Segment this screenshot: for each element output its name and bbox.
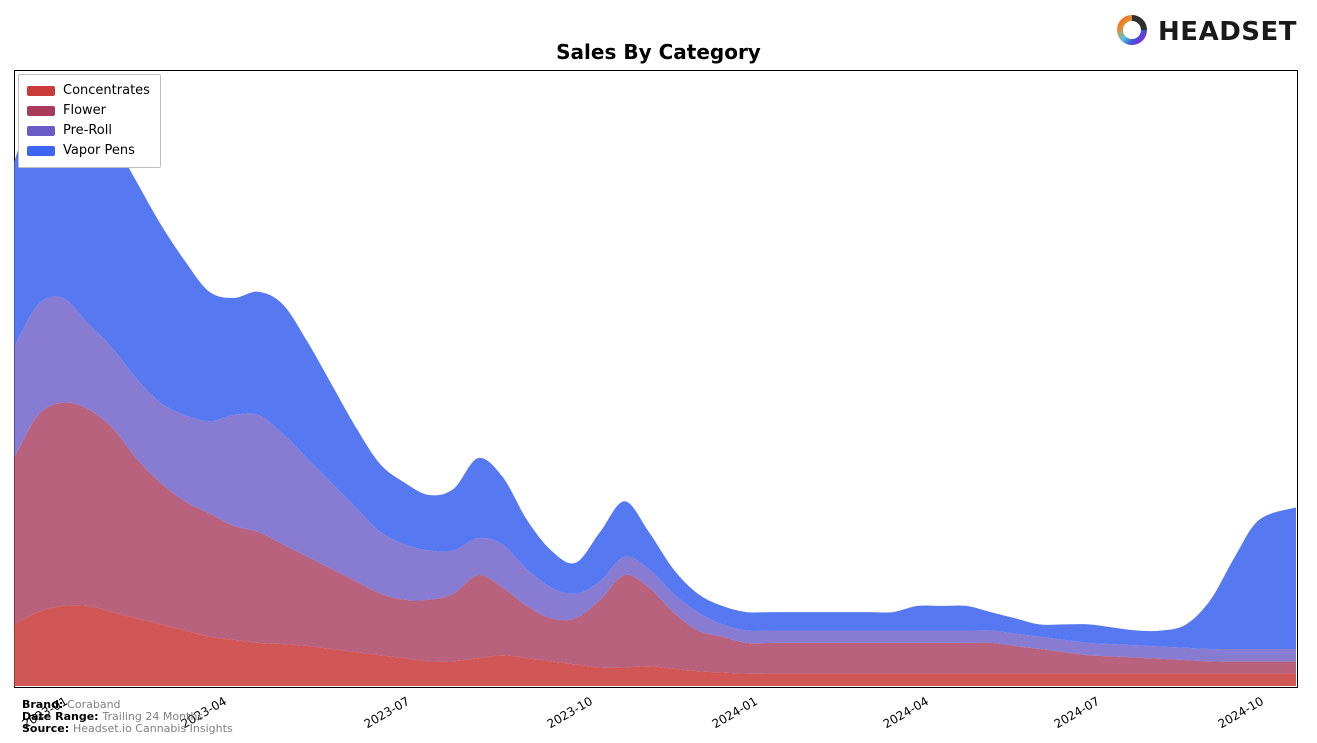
chart-container: { "title": "Sales By Category", "logo_te… bbox=[0, 0, 1317, 743]
x-tick-label: 2024-04 bbox=[880, 694, 930, 731]
footer-label: Source: bbox=[22, 722, 73, 735]
brand-logo: HEADSET bbox=[1114, 12, 1297, 52]
legend-swatch bbox=[27, 106, 55, 116]
brand-logo-text: HEADSET bbox=[1158, 17, 1297, 47]
headset-logo-icon bbox=[1114, 12, 1150, 52]
legend-label: Pre-Roll bbox=[63, 121, 112, 141]
legend-swatch bbox=[27, 126, 55, 136]
x-tick-label: 2024-01 bbox=[709, 694, 759, 731]
footer-line: Source: Headset.io Cannabis Insights bbox=[22, 722, 233, 735]
legend-label: Flower bbox=[63, 101, 106, 121]
legend-item: Concentrates bbox=[27, 81, 150, 101]
legend-item: Vapor Pens bbox=[27, 141, 150, 161]
legend-swatch bbox=[27, 146, 55, 156]
x-tick-label: 2023-07 bbox=[361, 694, 411, 731]
legend-item: Pre-Roll bbox=[27, 121, 150, 141]
footer-value: Headset.io Cannabis Insights bbox=[73, 722, 233, 735]
x-tick-label: 2024-10 bbox=[1216, 694, 1266, 731]
legend-label: Concentrates bbox=[63, 81, 150, 101]
x-tick-label: 2024-07 bbox=[1051, 694, 1101, 731]
x-tick-label: 2023-10 bbox=[544, 694, 594, 731]
legend: ConcentratesFlowerPre-RollVapor Pens bbox=[18, 74, 161, 168]
legend-swatch bbox=[27, 86, 55, 96]
legend-label: Vapor Pens bbox=[63, 141, 135, 161]
stacked-area-chart bbox=[14, 70, 1296, 686]
legend-item: Flower bbox=[27, 101, 150, 121]
